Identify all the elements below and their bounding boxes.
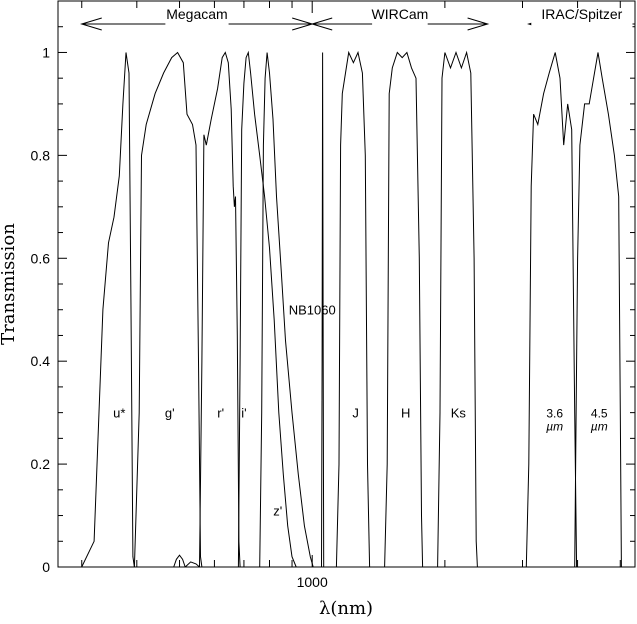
y-tick-label-5: 1 <box>42 44 50 60</box>
range-arrow-left-1 <box>310 17 333 31</box>
curve-7 <box>384 51 424 568</box>
filter-label-2: r' <box>217 406 224 421</box>
curve-10 <box>574 52 622 568</box>
filter-label-4: z' <box>273 503 282 518</box>
filter-label-3: i' <box>241 406 246 421</box>
curve-2 <box>199 51 241 568</box>
filter-label-6: J <box>352 406 359 421</box>
filter-label-unit-10: µm <box>591 420 608 434</box>
curve-4 <box>259 52 314 568</box>
range-label-bg-0 <box>165 14 229 32</box>
axis-ticks: 0 0.2 0.4 0.6 0.8 1 1000 <box>31 1 635 590</box>
range-arrow-left-0 <box>80 17 102 31</box>
filter-label-1: g' <box>165 406 175 421</box>
curve-9 <box>525 52 578 568</box>
range-label-bg-1 <box>372 14 428 32</box>
filter-label-5: NB1060 <box>289 303 336 318</box>
filter-label-10: 4.5 <box>591 407 608 421</box>
instrument-ranges: Megacam WIRCam IRAC/Spitzer <box>80 6 635 32</box>
curve-1 <box>133 51 203 568</box>
range-label-2: IRAC/Spitzer <box>541 6 622 22</box>
filter-label-9: 3.6 <box>546 407 563 421</box>
curve-6 <box>335 50 371 568</box>
filter-label-8: Ks <box>451 406 467 421</box>
y-axis-title: Transmission <box>0 223 19 345</box>
range-label-bg-2 <box>531 14 633 32</box>
y-tick-label-4: 0.8 <box>31 147 51 163</box>
filter-label-unit-9: µm <box>546 420 563 434</box>
transmission-curves <box>81 50 622 568</box>
y-tick-label-3: 0.6 <box>31 250 51 266</box>
minor-bump-1 <box>184 561 200 568</box>
range-arrow-right-1 <box>467 17 490 31</box>
y-tick-label-0: 0 <box>42 559 50 575</box>
plot-frame <box>57 0 636 568</box>
range-label-1: WIRCam <box>372 6 429 22</box>
curve-8 <box>437 50 478 568</box>
x-tick-label-0: 1000 <box>297 574 328 590</box>
minor-bump-0 <box>173 554 186 568</box>
curve-5 <box>321 52 325 568</box>
x-axis-title: λ(nm) <box>319 598 373 619</box>
y-tick-label-2: 0.4 <box>31 353 51 369</box>
y-tick-label-1: 0.2 <box>31 456 51 472</box>
curve-0 <box>81 52 135 568</box>
range-label-0: Megacam <box>166 6 227 22</box>
filter-label-0: u* <box>113 406 125 421</box>
curve-3 <box>237 50 297 568</box>
filter-label-7: H <box>401 406 410 421</box>
